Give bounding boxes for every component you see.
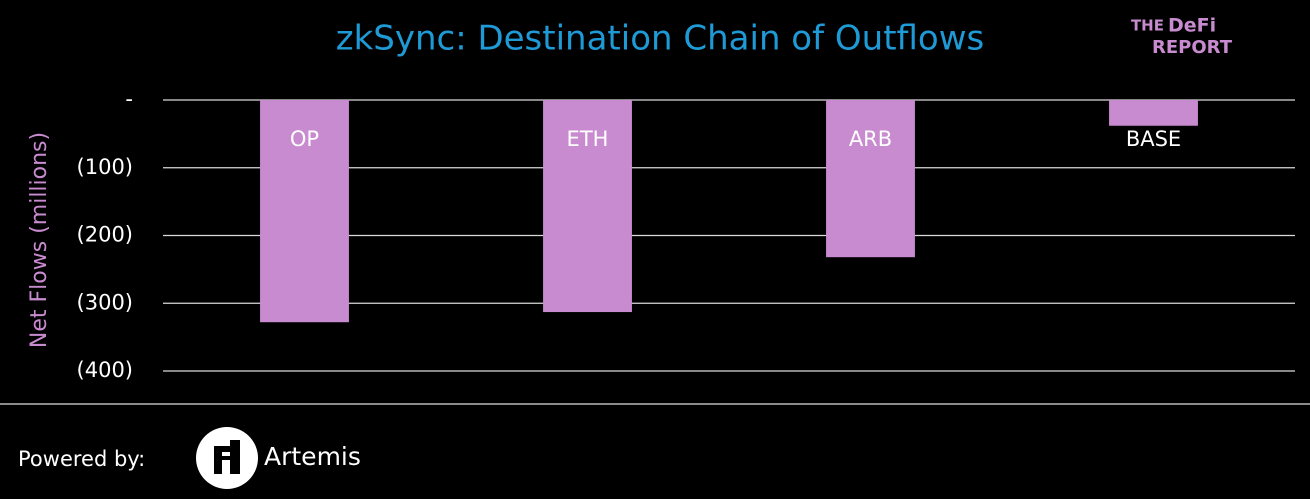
y-tick-label: (200)	[77, 223, 133, 247]
bar	[826, 100, 915, 258]
bar	[543, 100, 632, 313]
footer-brand: Artemis	[264, 442, 361, 471]
chart-title: zkSync: Destination Chain of Outflows	[336, 19, 985, 59]
category-label: ETH	[567, 127, 609, 151]
logo-text: DeFi	[1168, 15, 1216, 37]
category-label: BASE	[1126, 127, 1181, 151]
logo-text: THE	[1131, 17, 1164, 35]
y-tick-label: -	[125, 87, 133, 111]
bar	[260, 100, 349, 323]
category-label: OP	[290, 127, 319, 151]
category-label: ARB	[849, 127, 892, 151]
logo-text: REPORT	[1152, 37, 1233, 58]
bar	[1109, 100, 1198, 126]
footer-text: Powered by:	[18, 447, 145, 471]
brand-icon-glyph	[214, 440, 240, 474]
y-tick-label: (300)	[77, 290, 133, 314]
y-tick-label: (100)	[77, 155, 133, 179]
y-axis-label: Net Flows (millions)	[27, 132, 52, 348]
y-tick-label: (400)	[77, 358, 133, 382]
